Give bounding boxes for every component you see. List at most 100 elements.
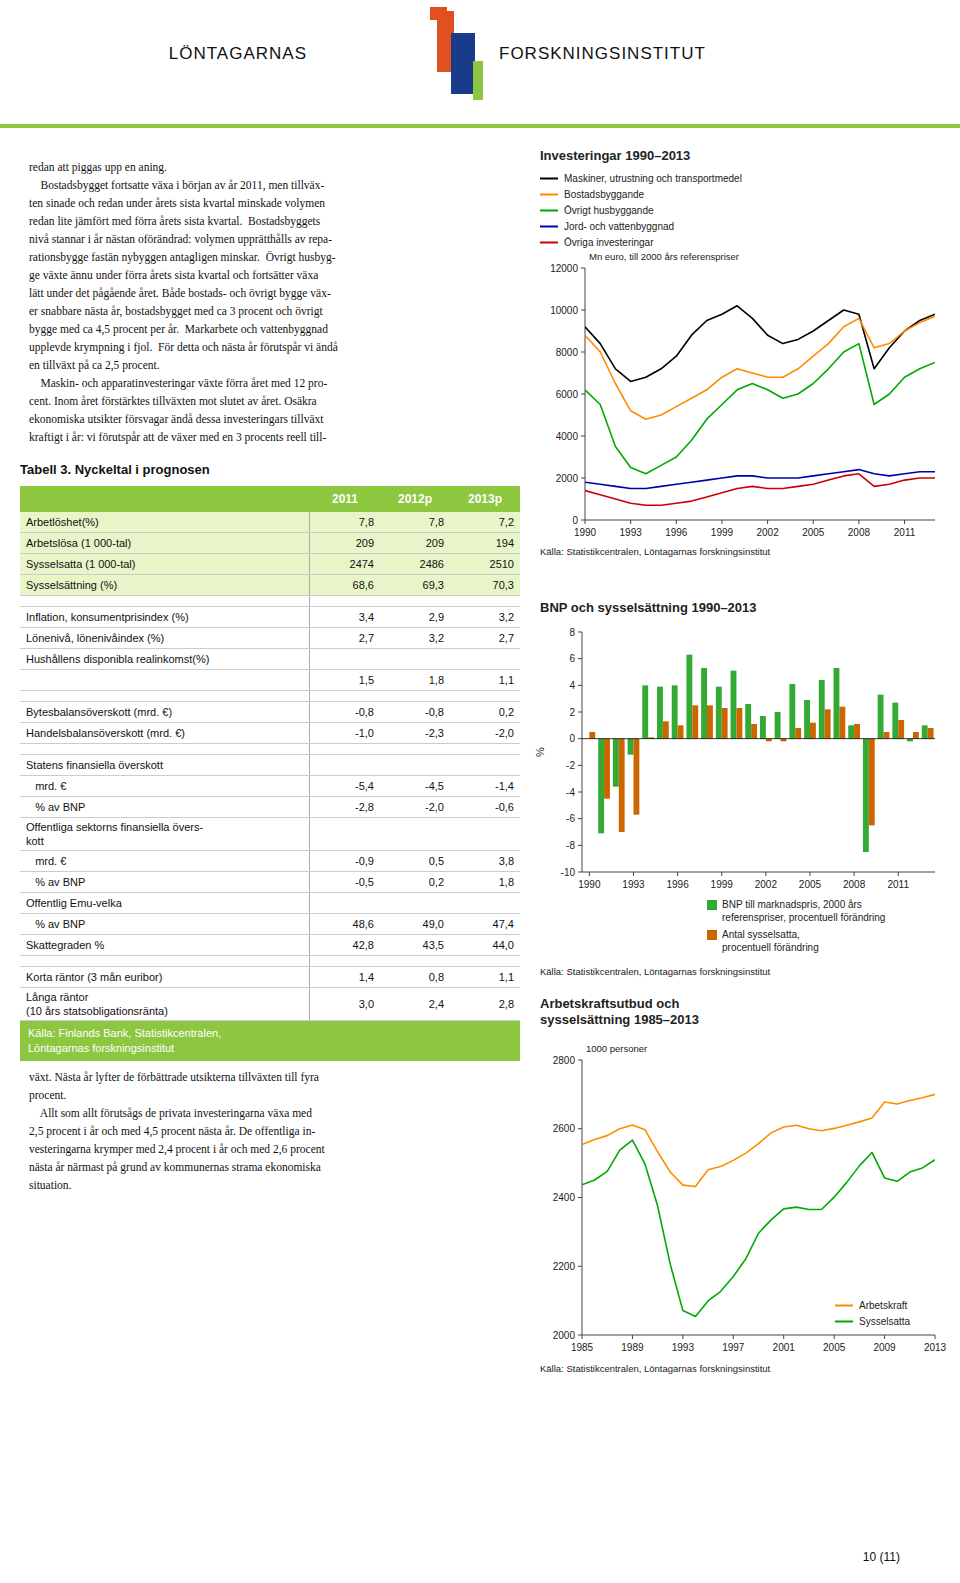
- table-cell: mrd. €: [20, 776, 310, 796]
- chart-title: BNP och sysselsättning 1990–2013: [540, 600, 757, 615]
- plot-marks: [585, 306, 935, 506]
- text-line: procentuell förändring: [722, 942, 819, 953]
- table-cell-text: Bytesbalansöverskott (mrd. €): [26, 705, 172, 719]
- table-row: % av BNP-2,8-2,0-0,6: [20, 797, 520, 818]
- bar: [834, 668, 840, 739]
- y-tick: [578, 632, 582, 633]
- x-tick-label: 1997: [722, 1342, 745, 1353]
- legend-swatch: [540, 194, 558, 196]
- table-cell: 1,4: [310, 970, 380, 984]
- bar: [745, 704, 751, 739]
- legend-entry: Bostadsbyggande: [564, 189, 645, 200]
- x-tick: [898, 872, 899, 876]
- table-cell: 7,8: [380, 515, 450, 529]
- y-tick-label: 10000: [550, 305, 578, 316]
- x-tick: [765, 872, 766, 876]
- table-cell-text: 2486: [420, 558, 444, 570]
- table-cell-text: 2,8: [499, 998, 514, 1010]
- table-cell-text: 209: [356, 537, 374, 549]
- x-tick-label: 1989: [621, 1342, 644, 1353]
- table-cell-text: % av BNP: [26, 800, 85, 814]
- line: [582, 1140, 935, 1316]
- logo-block: [451, 33, 475, 94]
- bar: [707, 705, 713, 738]
- y-tick: [578, 872, 582, 873]
- bar: [633, 739, 639, 815]
- x-tick-label: 2002: [756, 527, 779, 538]
- text-line: 6: [569, 653, 575, 664]
- bar: [657, 687, 663, 739]
- paragraph: Maskin- och apparatinvesteringar växte f…: [29, 374, 509, 446]
- table-title: Tabell 3. Nyckeltal i prognosen: [20, 462, 210, 477]
- table-cell: 1,8: [380, 673, 450, 687]
- table-cell-text: 3,2: [429, 632, 444, 644]
- x-tick: [813, 520, 814, 524]
- logo-text: LÖNTAGARNAS: [169, 44, 307, 64]
- bar: [722, 708, 728, 739]
- x-tick-label: 1985: [571, 1342, 594, 1353]
- text-line: Källa: Statistikcentralen, Löntagarnas f…: [540, 1363, 771, 1374]
- table-cell: 194: [450, 536, 520, 550]
- table-cell: Sysselsatta (1 000-tal): [20, 554, 310, 574]
- bar: [672, 685, 678, 738]
- table-cell-text: -5,4: [355, 780, 374, 792]
- legend-entry: Antal sysselsatta,procentuell förändring: [722, 929, 819, 953]
- table-cell: [20, 596, 310, 606]
- x-tick-label: 1999: [711, 527, 734, 538]
- table-cell: Arbetslösa (1 000-tal): [20, 533, 310, 553]
- text-line: sysselsättning 1985–2013: [540, 1012, 699, 1027]
- table-cell-text: -1,0: [355, 727, 374, 739]
- table-cell-text: mrd. €: [26, 854, 66, 868]
- x-tick: [633, 872, 634, 876]
- bar: [804, 700, 810, 739]
- x-tick: [721, 872, 722, 876]
- table-row: Arbetlöshet(%)7,87,87,2: [20, 512, 520, 533]
- text-line: Mn euro, till 2000 års referenspriser: [589, 251, 739, 262]
- text-line: 2400: [553, 1192, 576, 1203]
- x-tick-label: 1990: [574, 527, 597, 538]
- y-tick-label: 2600: [553, 1123, 576, 1134]
- table-cell: -2,0: [450, 726, 520, 740]
- table-cell: 0,2: [450, 705, 520, 719]
- bar: [839, 707, 845, 739]
- text-line: 0: [572, 515, 578, 526]
- table-cell-text: -1,4: [495, 780, 514, 792]
- x-tick: [809, 872, 810, 876]
- bar: [863, 739, 869, 852]
- text-line: 2000: [556, 473, 579, 484]
- legend-entry: Övrigt husbyggande: [564, 205, 654, 216]
- table-cell-text: -2,0: [425, 801, 444, 813]
- legend-swatch: [540, 226, 558, 228]
- table-cell-text: 43,5: [423, 939, 444, 951]
- table-cell-text: 44,0: [493, 939, 514, 951]
- table-row: Bytesbalansöverskott (mrd. €)-0,8-0,80,2: [20, 702, 520, 723]
- text-line: 10000: [550, 305, 578, 316]
- table-cell-text: 7,8: [429, 516, 444, 528]
- table-cell: 42,8: [310, 938, 380, 952]
- text-line: 1996: [666, 879, 689, 890]
- legend-swatch: [540, 178, 558, 180]
- bar: [907, 739, 913, 742]
- table-header-cell: 2011: [310, 492, 380, 506]
- table-cell-text: 3,2: [499, 611, 514, 623]
- table-cell: mrd. €: [20, 851, 310, 871]
- y-tick: [581, 478, 585, 479]
- y-tick: [581, 520, 585, 521]
- text-line: 4: [569, 680, 575, 691]
- x-tick: [682, 1335, 683, 1339]
- y-tick-label: 0: [569, 733, 575, 744]
- table-cell-text: 2474: [350, 558, 374, 570]
- x-tick: [904, 520, 905, 524]
- text-line: BNP och sysselsättning 1990–2013: [540, 600, 757, 615]
- x-tick-label: 1990: [578, 879, 601, 890]
- table-cell: % av BNP: [20, 872, 310, 892]
- text-line: -10: [561, 867, 576, 878]
- text-line: 1990: [574, 527, 597, 538]
- table: 20112012p2013pArbetlöshet(%)7,87,87,2Arb…: [20, 486, 520, 1061]
- bar: [913, 732, 919, 739]
- legend-entry: Jord- och vattenbyggnad: [564, 221, 674, 232]
- bar: [760, 716, 766, 739]
- table-cell: -0,6: [450, 800, 520, 814]
- text-line: 2013: [924, 1342, 947, 1353]
- y-tick: [578, 1335, 582, 1336]
